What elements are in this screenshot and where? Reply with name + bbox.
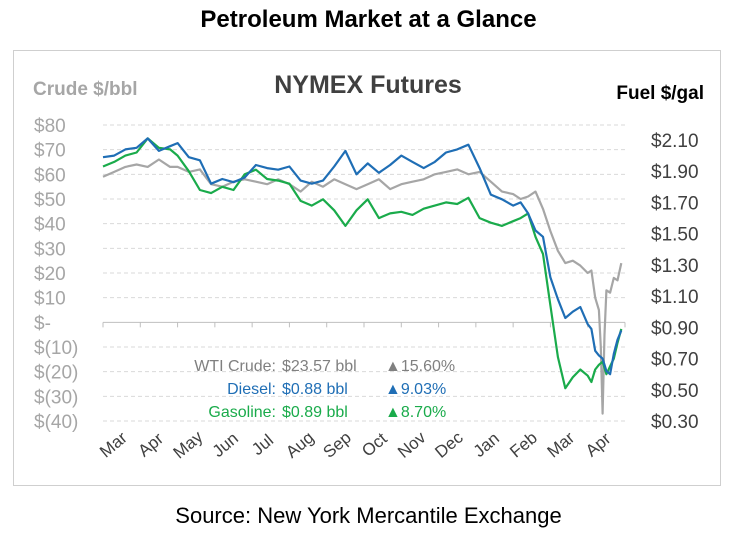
left-axis-label: Crude $/bbl xyxy=(33,79,138,100)
x-tick-label: Jul xyxy=(248,431,277,460)
x-tick-label: Oct xyxy=(358,429,391,461)
x-tick-label: Mar xyxy=(96,428,131,462)
annotation-change: ▲8.70% xyxy=(385,404,446,421)
left-tick-label: $- xyxy=(34,313,51,334)
x-tick-label: Jun xyxy=(209,429,242,461)
left-tick-label: $80 xyxy=(34,116,66,137)
right-tick-label: $0.70 xyxy=(651,350,699,371)
right-tick-label: $1.10 xyxy=(651,287,699,308)
series-line-wti-crude xyxy=(102,158,623,415)
left-tick-label: $30 xyxy=(34,239,66,260)
left-tick-label: $50 xyxy=(34,190,66,211)
annotation-change: ▲15.60% xyxy=(385,358,455,375)
left-tick-label: $70 xyxy=(34,141,66,162)
right-axis-label: Fuel $/gal xyxy=(616,83,704,104)
annotation-value: $0.89 bbl xyxy=(282,404,348,421)
left-tick-label: $10 xyxy=(34,289,66,310)
x-tick-label: Nov xyxy=(394,427,430,461)
annotation-label: Diesel: xyxy=(227,381,276,398)
annotation-value: $23.57 bbl xyxy=(282,358,357,375)
left-tick-label: $(10) xyxy=(34,338,78,359)
right-tick-label: $0.90 xyxy=(651,318,699,339)
annotation-label: Gasoline: xyxy=(208,404,276,421)
right-tick-label: $2.10 xyxy=(651,131,699,152)
x-tick-label: Mar xyxy=(544,428,579,462)
series-line-gasoline xyxy=(102,137,623,390)
x-tick-label: Aug xyxy=(282,428,317,462)
annotation-change: ▲9.03% xyxy=(385,381,446,398)
right-tick-label: $1.90 xyxy=(651,162,699,183)
x-tick-label: Dec xyxy=(431,427,467,461)
right-tick-label: $0.30 xyxy=(651,412,699,433)
x-tick-label: Apr xyxy=(135,429,168,461)
left-tick-label: $20 xyxy=(34,264,66,285)
series-line-diesel xyxy=(102,137,623,376)
left-tick-label: $(40) xyxy=(34,412,78,433)
right-tick-label: $0.50 xyxy=(651,381,699,402)
annotation-value: $0.88 bbl xyxy=(282,381,348,398)
right-tick-label: $1.30 xyxy=(651,256,699,277)
right-tick-label: $1.70 xyxy=(651,193,699,214)
x-tick-label: May xyxy=(170,427,207,463)
annotation-label: WTI Crude: xyxy=(194,358,276,375)
left-tick-label: $60 xyxy=(34,165,66,186)
x-tick-label: Apr xyxy=(582,429,615,461)
x-tick-label: Feb xyxy=(506,428,541,461)
left-tick-label: $40 xyxy=(34,215,66,236)
right-tick-label: $1.50 xyxy=(651,225,699,246)
x-tick-label: Jan xyxy=(470,429,503,461)
page-title: Petroleum Market at a Glance xyxy=(200,6,537,33)
source-note: Source: New York Mercantile Exchange xyxy=(175,503,562,528)
left-tick-label: $(20) xyxy=(34,363,78,384)
x-tick-label: Sep xyxy=(319,428,354,462)
chart-title: NYMEX Futures xyxy=(274,71,462,99)
left-tick-label: $(30) xyxy=(34,387,78,408)
